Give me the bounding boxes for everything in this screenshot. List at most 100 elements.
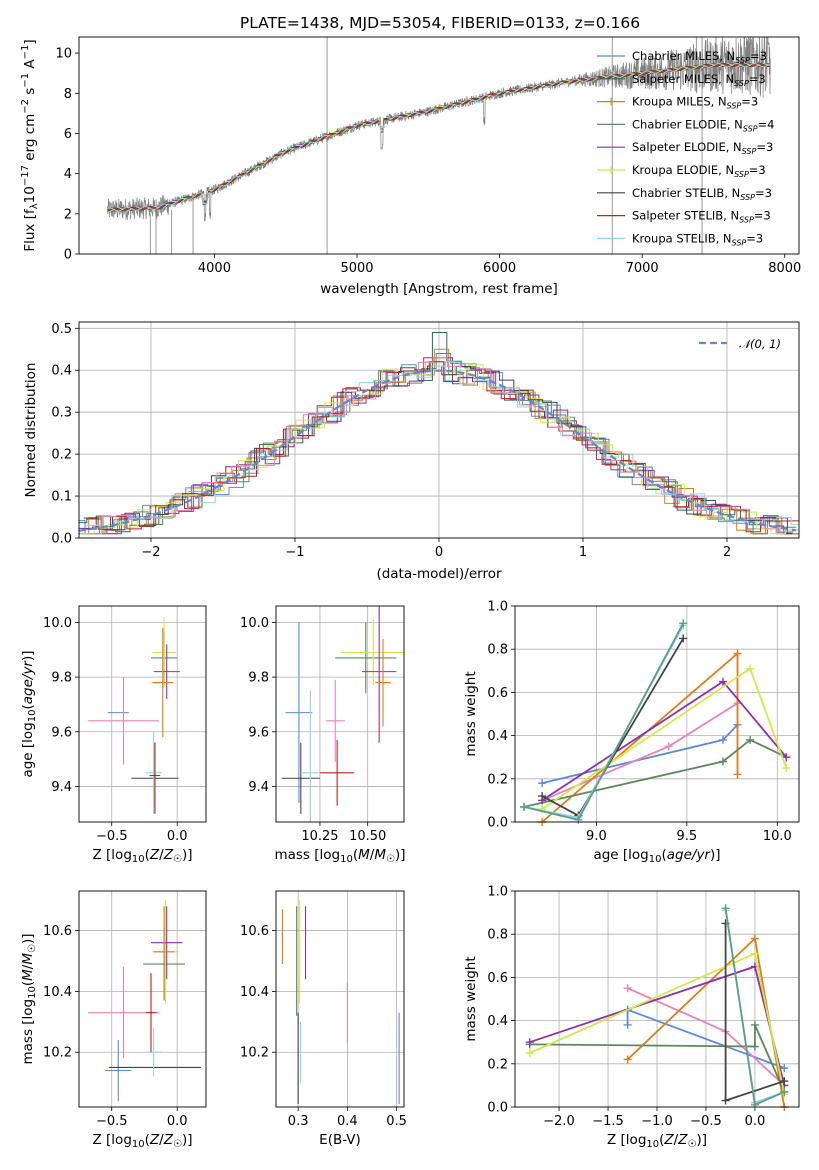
y-tick-label: 9.6 xyxy=(51,725,72,740)
y-tick-label: 0.2 xyxy=(487,772,508,787)
x-tick-label: 0.0 xyxy=(745,1114,766,1129)
y-tick-label: 0.6 xyxy=(487,686,508,701)
y-tick-label: 10.6 xyxy=(43,924,72,939)
mass-weight-marker xyxy=(782,764,791,772)
x-tick-label: 0.5 xyxy=(386,1114,407,1129)
legend-label: Chabrier MILES, NSSP=3 xyxy=(632,49,767,65)
legend-label: Chabrier ELODIE, NSSP=4 xyxy=(632,117,774,133)
x-tick-label: 6000 xyxy=(483,261,516,276)
mass_vs_Z-xlabel: Z [log10(Z/Z☉)] xyxy=(93,1132,193,1150)
mass-weight-marker xyxy=(721,904,730,913)
figure-title: PLATE=1438, MJD=53054, FIBERID=0133, z=0… xyxy=(240,14,640,32)
mass-weight-marker xyxy=(750,934,759,943)
mass-weight-line xyxy=(523,738,787,808)
mass_weight_vs_Z-plot xyxy=(525,904,789,1111)
y-tick-label: 10.4 xyxy=(43,985,72,1000)
mass-weight-marker xyxy=(719,735,728,744)
x-tick-label: −0.5 xyxy=(96,829,128,844)
x-tick-label: 8000 xyxy=(768,261,801,276)
mass-weight-marker xyxy=(679,634,688,643)
y-tick-label: 9.4 xyxy=(51,780,72,795)
y-tick-label: 9.6 xyxy=(248,725,269,740)
residual-histogram xyxy=(83,361,799,533)
mass-weight-marker xyxy=(780,1077,789,1086)
mass-weight-marker xyxy=(623,1020,632,1029)
y-tick-label: 8 xyxy=(64,87,72,102)
y-tick-label: 10.2 xyxy=(240,1046,269,1061)
x-tick-label: 1 xyxy=(579,545,587,560)
y-tick-label: 1.0 xyxy=(487,885,508,900)
residual-histogram xyxy=(87,357,799,535)
mass-weight-marker xyxy=(733,649,742,658)
y-tick-label: 0.0 xyxy=(51,532,72,547)
mass_weight_vs_Z-ylabel: mass weight xyxy=(463,956,479,1041)
mass_vs_Z-frame xyxy=(78,890,207,1108)
mass_weight_vs_Z-axes: −2.0 −1.5 −1.0 −0.5 0.0 0.0 0.2 0.4 0.6 0.8 1.0 xyxy=(487,885,799,1129)
x-tick-label: 10.25 xyxy=(301,829,338,844)
x-tick-label: 4000 xyxy=(198,261,231,276)
mass-weight-marker xyxy=(780,1064,789,1073)
mass_vs_Z-ylabel: mass [log10(M/M☉)] xyxy=(20,933,38,1064)
model-line xyxy=(107,63,770,212)
age_vs_mass-frame xyxy=(275,605,405,823)
y-tick-label: 0.2 xyxy=(51,448,72,463)
y-tick-label: 0.0 xyxy=(487,816,508,831)
spectrum-frame xyxy=(78,36,800,255)
spectrum-axes: 4000 5000 6000 7000 8000 0 2 4 6 8 10 xyxy=(55,47,801,276)
age_vs_Z-frame xyxy=(78,605,207,823)
age_vs_Z-plot xyxy=(88,616,180,814)
mass-weight-marker xyxy=(782,753,791,762)
x-tick-label: 7000 xyxy=(626,261,659,276)
y-tick-label: 9.4 xyxy=(248,780,269,795)
residual-histogram xyxy=(79,361,791,535)
residuals-frame xyxy=(78,321,800,539)
mass-weight-marker xyxy=(719,757,728,766)
normal-reference-curve xyxy=(79,369,797,532)
y-tick-label: 0.1 xyxy=(51,490,72,505)
mass_weight_vs_age-axes: 9.0 9.5 10.0 0.0 0.2 0.4 0.6 0.8 1.0 xyxy=(487,600,799,844)
mass_vs_Z-plot xyxy=(88,900,201,1101)
mass_weight_vs_Z-frame xyxy=(514,890,800,1108)
x-tick-label: −0.5 xyxy=(96,1114,128,1129)
legend-label: Salpeter MILES, NSSP=3 xyxy=(632,72,766,88)
mass-weight-marker xyxy=(780,1087,789,1096)
y-tick-label: 0.6 xyxy=(487,971,508,986)
mass_weight_vs_age-plot xyxy=(520,619,791,826)
mass-weight-marker xyxy=(525,1049,534,1057)
y-tick-label: 6 xyxy=(64,127,72,142)
residual-hist-plot xyxy=(79,332,799,535)
spectrum-ylabel: Flux [fλ10−17 erg cm−2 s−1 A−1] xyxy=(20,39,40,251)
y-tick-label: 0.5 xyxy=(51,322,72,337)
mass_vs_Z-axes: −0.5 0.0 10.2 10.4 10.6 xyxy=(43,891,206,1129)
mass-weight-marker xyxy=(520,802,529,811)
residuals-xlabel: (data-model)/error xyxy=(376,566,502,582)
mass-weight-marker xyxy=(623,1055,632,1064)
mass_weight_vs_age-xlabel: age [log10(age/yr)] xyxy=(593,847,720,865)
legend-label: Salpeter STELIB, NSSP=3 xyxy=(632,209,771,225)
x-tick-label: 10.50 xyxy=(349,829,386,844)
y-tick-label: 0.8 xyxy=(487,928,508,943)
y-tick-label: 0.4 xyxy=(487,729,508,744)
mass_weight_vs_age-frame xyxy=(514,605,800,823)
mass-weight-marker xyxy=(746,735,755,744)
legend-label: Kroupa STELIB, NSSP=3 xyxy=(632,231,763,247)
age_vs_mass-axes: 10.25 10.50 9.4 9.6 9.8 10.0 xyxy=(240,606,404,844)
mass-weight-marker xyxy=(664,742,673,751)
x-tick-label: 5000 xyxy=(340,261,373,276)
age_vs_Z-xlabel: Z [log10(Z/Z☉)] xyxy=(93,847,193,865)
y-tick-label: 0.0 xyxy=(487,1101,508,1116)
mass-weight-marker xyxy=(719,677,728,686)
spectrum-xlabel: wavelength [Angstrom, rest frame] xyxy=(320,281,558,297)
y-tick-label: 0.8 xyxy=(487,643,508,658)
y-tick-label: 0 xyxy=(64,248,72,263)
mass_weight_vs_age-ylabel: mass weight xyxy=(463,671,479,756)
legend-label: Kroupa ELODIE, NSSP=3 xyxy=(632,163,766,179)
y-tick-label: 10.0 xyxy=(240,616,269,631)
legend-label-normal: 𝒩(0, 1) xyxy=(739,337,781,351)
y-tick-label: 0.2 xyxy=(487,1057,508,1072)
x-tick-label: 9.0 xyxy=(586,829,607,844)
spectrum-plot xyxy=(107,37,771,254)
y-tick-label: 10.6 xyxy=(240,924,269,939)
x-tick-label: −1.0 xyxy=(641,1114,673,1129)
